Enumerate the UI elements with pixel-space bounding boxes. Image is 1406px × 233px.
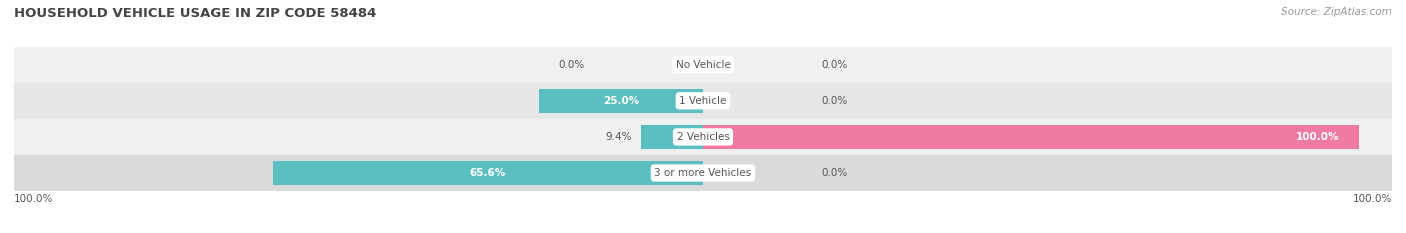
Text: HOUSEHOLD VEHICLE USAGE IN ZIP CODE 58484: HOUSEHOLD VEHICLE USAGE IN ZIP CODE 5848… (14, 7, 377, 20)
Text: 0.0%: 0.0% (821, 96, 848, 106)
Bar (641, 125, 703, 149)
Bar (14, 155, 1392, 191)
Text: 9.4%: 9.4% (605, 132, 631, 142)
Text: 3 or more Vehicles: 3 or more Vehicles (654, 168, 752, 178)
Bar (14, 83, 1392, 119)
Text: Source: ZipAtlas.com: Source: ZipAtlas.com (1281, 7, 1392, 17)
Text: 1 Vehicle: 1 Vehicle (679, 96, 727, 106)
Text: 2 Vehicles: 2 Vehicles (676, 132, 730, 142)
Text: 0.0%: 0.0% (558, 60, 585, 70)
Text: No Vehicle: No Vehicle (675, 60, 731, 70)
Bar (14, 119, 1392, 155)
Text: 25.0%: 25.0% (603, 96, 640, 106)
Text: 100.0%: 100.0% (14, 194, 53, 204)
Text: 65.6%: 65.6% (470, 168, 506, 178)
Bar (14, 47, 1392, 83)
Text: 100.0%: 100.0% (1296, 132, 1340, 142)
Bar (703, 125, 1360, 149)
Text: 0.0%: 0.0% (821, 60, 848, 70)
Bar (273, 161, 703, 185)
Bar (538, 89, 703, 113)
Text: 0.0%: 0.0% (821, 168, 848, 178)
Text: 100.0%: 100.0% (1353, 194, 1392, 204)
